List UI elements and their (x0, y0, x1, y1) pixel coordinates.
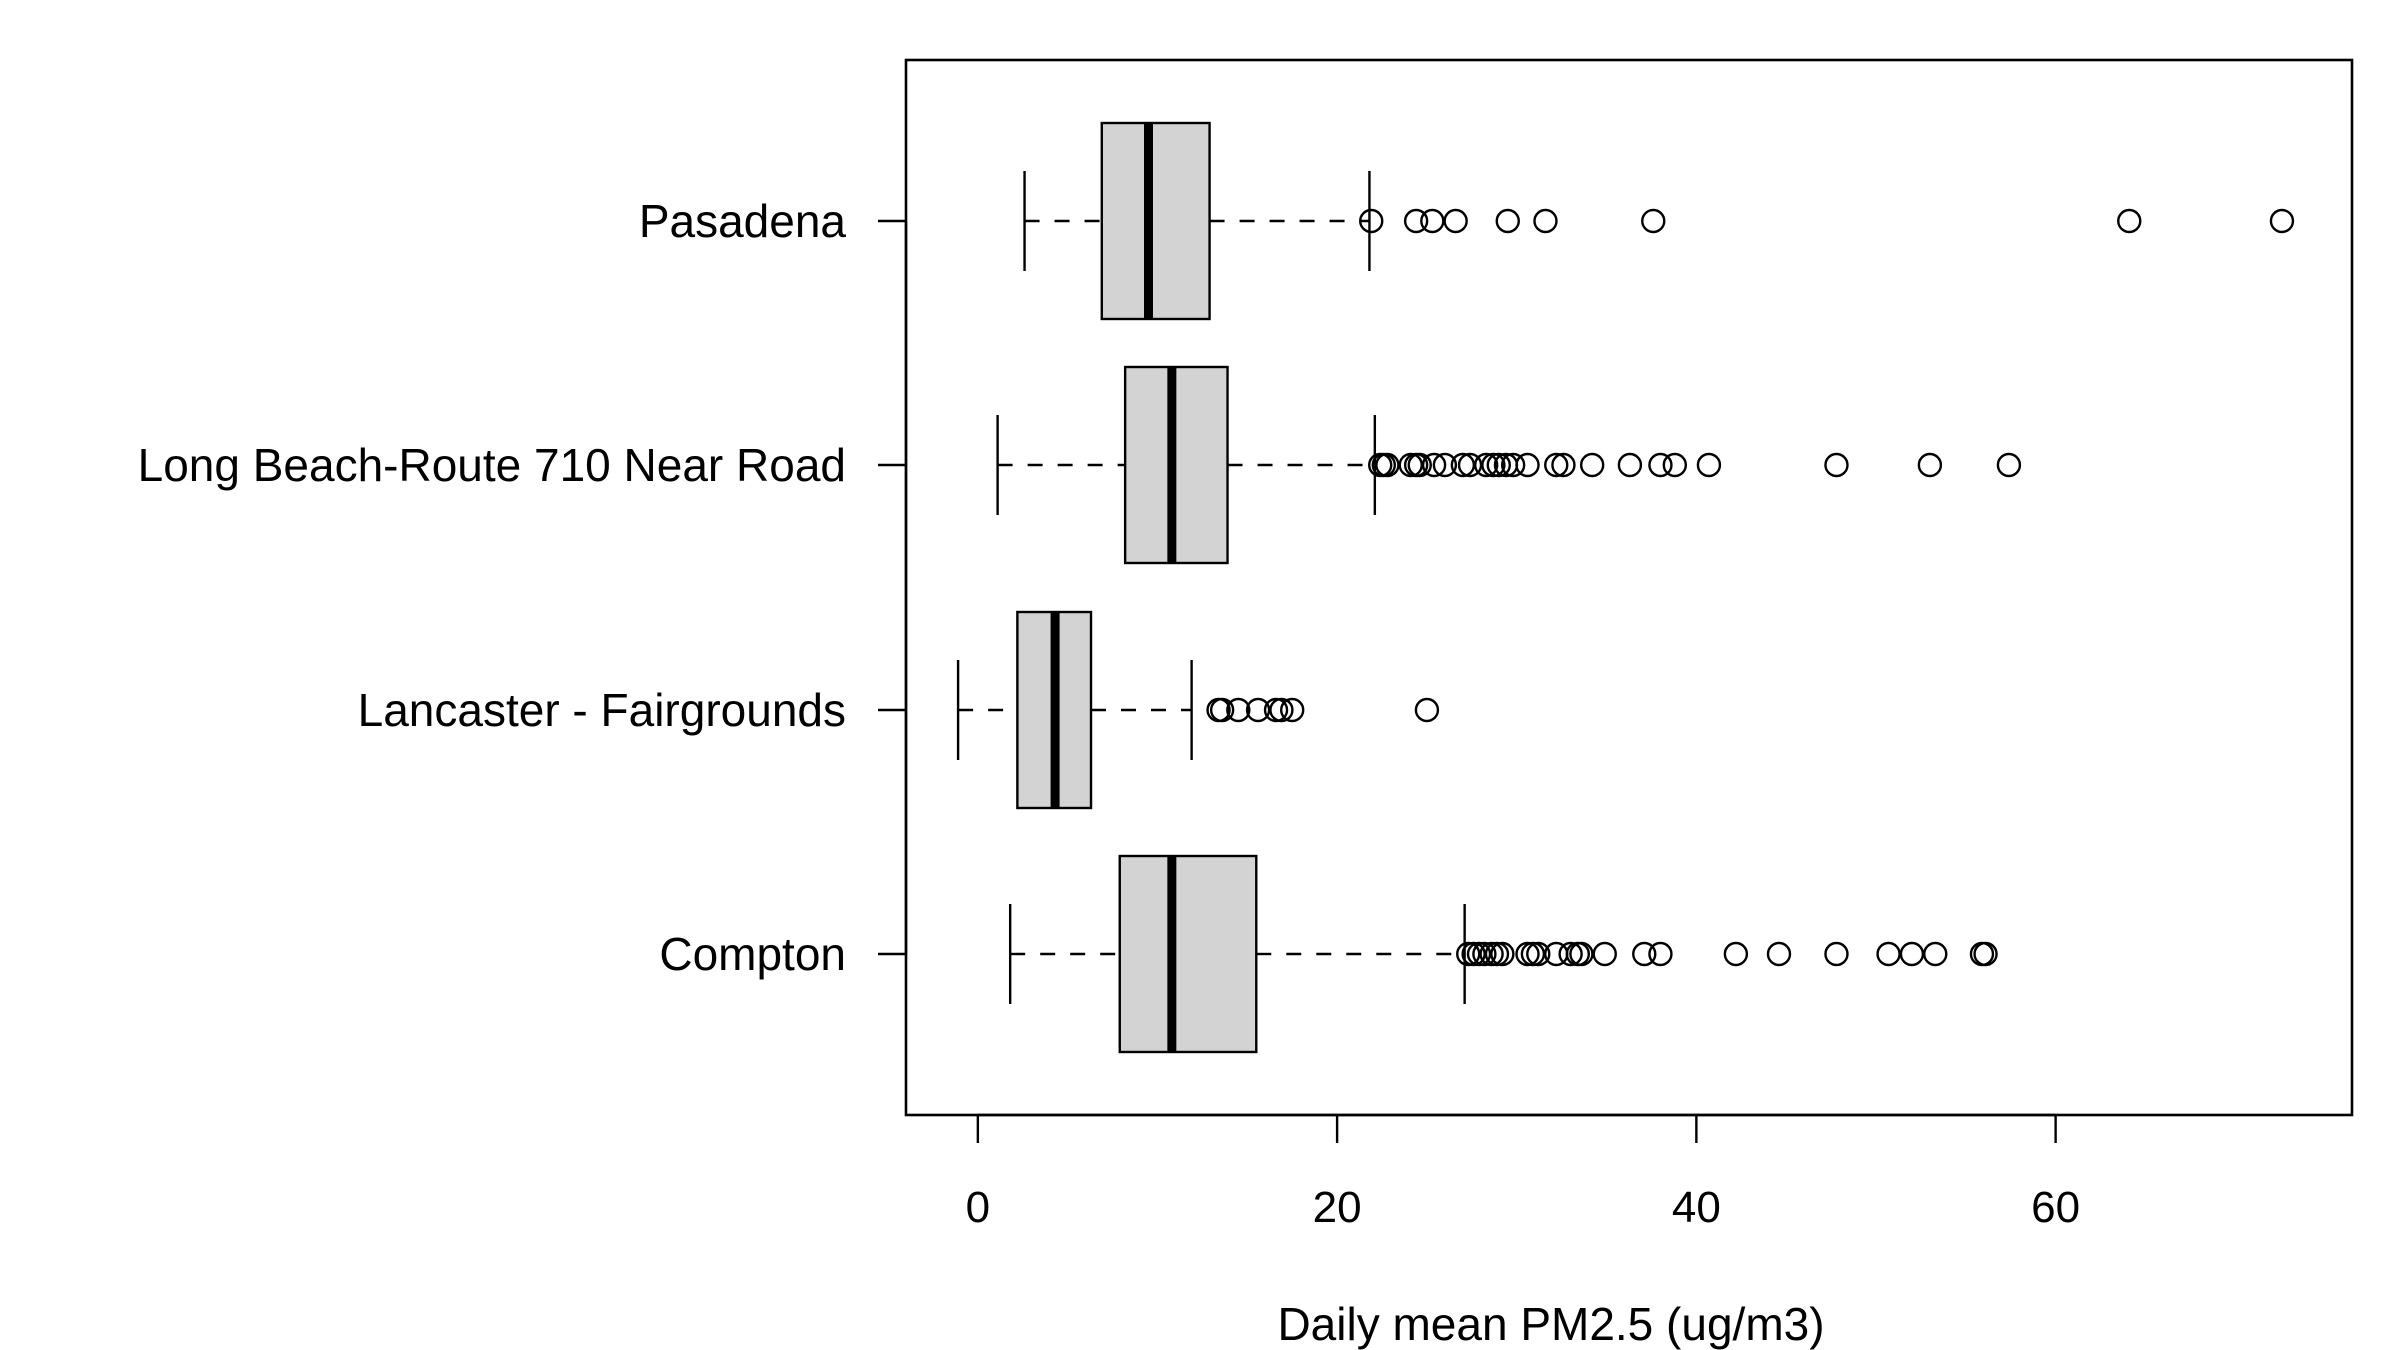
outlier-point (1403, 208, 1429, 234)
box-long-beach-route-710-near-road (996, 365, 2022, 565)
outlier-point (1648, 941, 1673, 967)
outlier-point (1457, 452, 1483, 478)
outlier-point (1420, 208, 1445, 234)
outlier-point (1263, 697, 1289, 723)
outlier-point (1279, 697, 1305, 723)
x-axis-title: Daily mean PM2.5 (ug/m3) (1277, 1298, 1824, 1350)
outlier-point (1359, 208, 1384, 234)
outlier-point (1648, 452, 1673, 478)
outlier-point (1876, 941, 1901, 967)
outlier-point (1996, 452, 2022, 478)
outlier-point (1407, 452, 1432, 478)
outlier-point (1723, 941, 1749, 967)
outlier-point (1456, 941, 1481, 967)
outlier-point (1432, 452, 1458, 478)
outlier-point (1481, 452, 1506, 478)
outlier-point (1398, 452, 1423, 478)
outlier-point (1500, 452, 1526, 478)
y-category-label: Compton (659, 928, 846, 980)
outlier-point (1450, 452, 1476, 478)
outlier-point (1414, 697, 1440, 723)
x-tick-label: 0 (966, 1183, 990, 1232)
outlier-point (1209, 697, 1235, 723)
outlier-point (1899, 941, 1925, 967)
outlier-point (1641, 208, 1666, 234)
outlier-point (1917, 452, 1943, 478)
outlier-point (1558, 941, 1583, 967)
outlier-point (1569, 941, 1594, 967)
outlier-point (1461, 941, 1486, 967)
outlier-point (1486, 452, 1511, 478)
outlier-point (1515, 941, 1540, 967)
x-tick-label: 60 (2031, 1183, 2080, 1232)
box-pasadena (1023, 121, 2295, 321)
outlier-point (1226, 697, 1251, 723)
x-tick-label: 20 (1313, 1183, 1362, 1232)
x-axis: 0 20 40 60 (966, 1113, 2080, 1232)
outlier-point (2117, 208, 2142, 234)
outlier-point (1696, 452, 1722, 478)
outlier-point (1973, 941, 1998, 967)
x-tick-label: 40 (1672, 1183, 1721, 1232)
outlier-point (1520, 941, 1546, 967)
outlier-point (1592, 941, 1617, 967)
y-axis: Pasadena Long Beach-Route 710 Near Road La… (138, 195, 908, 980)
iqr-box (1118, 854, 1258, 1054)
outlier-point (1551, 452, 1576, 478)
outlier-point (1443, 208, 1468, 234)
box-compton (1008, 854, 1998, 1054)
outlier-point (1766, 941, 1792, 967)
iqr-box (1100, 121, 1211, 321)
outlier-point (1617, 452, 1643, 478)
outlier-point (1662, 452, 1688, 478)
outlier-point (1490, 941, 1515, 967)
outlier-point (1269, 697, 1294, 723)
y-category-label: Long Beach-Route 710 Near Road (138, 439, 846, 491)
outlier-point (1544, 452, 1569, 478)
outlier-point (2269, 208, 2295, 234)
outlier-point (1632, 941, 1657, 967)
outlier-point (1479, 941, 1504, 967)
outlier-point (1495, 208, 1520, 234)
outlier-point (1824, 941, 1849, 967)
outlier-point (1466, 941, 1492, 967)
outlier-point (1579, 452, 1605, 478)
outlier-point (1472, 941, 1497, 967)
box-lancaster-fairgrounds (956, 610, 1440, 810)
outlier-point (1533, 208, 1558, 234)
outlier-point (1473, 452, 1499, 478)
outlier-point (1421, 452, 1447, 478)
outlier-point (1484, 941, 1510, 967)
box-series (956, 121, 2295, 1054)
y-category-label: Pasadena (639, 195, 847, 247)
outlier-point (1824, 452, 1849, 478)
outlier-point (1526, 941, 1551, 967)
outlier-point (1923, 941, 1948, 967)
outlier-point (1515, 452, 1540, 478)
outlier-point (1245, 697, 1271, 723)
outlier-point (1375, 452, 1400, 478)
y-category-label: Lancaster - Fairgrounds (358, 684, 846, 736)
